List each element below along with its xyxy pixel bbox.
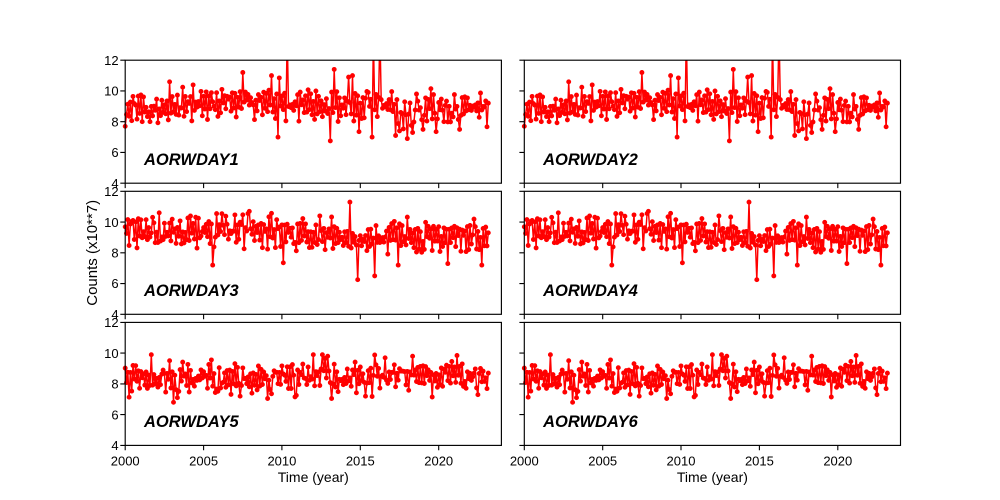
svg-text:2015: 2015 xyxy=(346,453,375,468)
svg-text:2005: 2005 xyxy=(588,453,617,468)
svg-text:8: 8 xyxy=(111,246,118,261)
svg-text:4: 4 xyxy=(111,438,118,453)
svg-text:6: 6 xyxy=(111,407,118,422)
svg-text:10: 10 xyxy=(104,84,118,99)
svg-text:2005: 2005 xyxy=(189,453,218,468)
svg-text:12: 12 xyxy=(104,184,118,199)
svg-text:6: 6 xyxy=(111,276,118,291)
svg-text:4: 4 xyxy=(111,307,118,322)
svg-text:AORWDAY3: AORWDAY3 xyxy=(143,282,239,300)
svg-text:Time (year): Time (year) xyxy=(278,469,349,485)
svg-text:AORWDAY2: AORWDAY2 xyxy=(542,151,638,169)
svg-text:2000: 2000 xyxy=(510,453,539,468)
svg-text:2000: 2000 xyxy=(111,453,140,468)
svg-text:12: 12 xyxy=(104,53,118,68)
svg-text:Counts (x10**7): Counts (x10**7) xyxy=(84,200,101,306)
svg-text:Time (year): Time (year) xyxy=(677,469,748,485)
svg-text:12: 12 xyxy=(104,315,118,330)
svg-text:6: 6 xyxy=(111,145,118,160)
svg-text:2015: 2015 xyxy=(745,453,774,468)
svg-text:AORWDAY1: AORWDAY1 xyxy=(143,151,239,169)
svg-text:2020: 2020 xyxy=(424,453,453,468)
svg-text:8: 8 xyxy=(111,377,118,392)
svg-text:4: 4 xyxy=(111,176,118,191)
svg-text:2010: 2010 xyxy=(267,453,296,468)
svg-text:2010: 2010 xyxy=(667,453,696,468)
svg-text:10: 10 xyxy=(104,215,118,230)
svg-text:AORWDAY4: AORWDAY4 xyxy=(542,282,638,300)
svg-text:8: 8 xyxy=(111,114,118,129)
svg-text:10: 10 xyxy=(104,346,118,361)
svg-text:AORWDAY6: AORWDAY6 xyxy=(542,413,639,431)
svg-text:2020: 2020 xyxy=(823,453,852,468)
svg-text:AORWDAY5: AORWDAY5 xyxy=(143,413,240,431)
